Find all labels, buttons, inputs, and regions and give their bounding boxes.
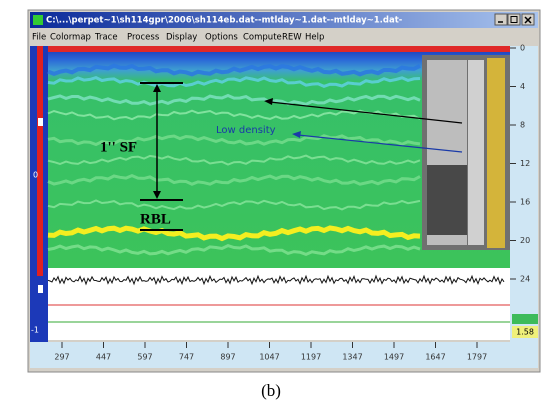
left-marker — [38, 285, 43, 293]
maximize-button[interactable] — [508, 14, 520, 25]
menu-item[interactable]: Process — [127, 33, 160, 43]
page: C:\...\perpet~1\sh114gpr\2006\sh114eb.da… — [0, 0, 542, 411]
readout-value: 1.58 — [516, 328, 534, 337]
trace-tick-label: 1347 — [342, 353, 362, 362]
menu-item[interactable]: File — [32, 33, 46, 43]
low-density-label: Low density — [216, 125, 276, 136]
screenshot: C:\...\perpet~1\sh114gpr\2006\sh114eb.da… — [0, 0, 542, 411]
thickness-label: 1'' SF — [100, 139, 137, 155]
trace-tick-label: 1497 — [384, 353, 404, 362]
rbl-label: RBL — [140, 211, 171, 227]
trace-tick-label: 447 — [96, 353, 111, 362]
trace-tick-label: 597 — [137, 353, 152, 362]
core-dark-zone — [427, 165, 467, 235]
depth-tick-label: 24 — [520, 275, 530, 284]
depth-tick-label: 0 — [520, 44, 525, 53]
trace-tick-label: 297 — [54, 353, 69, 362]
tape-measure — [487, 58, 505, 248]
depth-tick-label: 16 — [520, 198, 530, 207]
menu-item[interactable]: Colormap — [50, 33, 91, 43]
depth-tick-label: 4 — [520, 82, 525, 91]
menu-item[interactable]: Help — [305, 33, 324, 43]
left-label: -1 — [31, 326, 39, 335]
left-red-bar — [37, 46, 43, 276]
trace-tick-label: 1047 — [259, 353, 279, 362]
core-sample — [468, 60, 484, 245]
app-icon — [33, 15, 43, 25]
trace-tick-label: 1647 — [425, 353, 445, 362]
left-label: 0 — [33, 171, 38, 180]
caption: (b) — [261, 381, 281, 400]
depth-tick-label: 8 — [520, 121, 525, 130]
trace-tick-label: 1197 — [301, 353, 321, 362]
minimize-button[interactable] — [495, 14, 507, 25]
window-title: C:\...\perpet~1\sh114gpr\2006\sh114eb.da… — [46, 16, 403, 26]
menu-item[interactable]: REW — [282, 33, 302, 43]
window-controls[interactable] — [495, 14, 534, 25]
depth-tick-label: 12 — [520, 159, 530, 168]
trace-tick-label: 747 — [179, 353, 194, 362]
radargram-top — [48, 46, 510, 52]
menu-item[interactable]: Trace — [94, 33, 118, 43]
menu-item[interactable]: Options — [205, 33, 238, 43]
left-marker — [38, 118, 43, 126]
menu-item[interactable]: Compute — [243, 33, 282, 43]
readout-box — [512, 314, 538, 324]
menu-item[interactable]: Display — [166, 33, 197, 43]
depth-tick-label: 20 — [520, 236, 530, 245]
trace-tick-label: 1797 — [467, 353, 487, 362]
trace-tick-label: 897 — [220, 353, 235, 362]
